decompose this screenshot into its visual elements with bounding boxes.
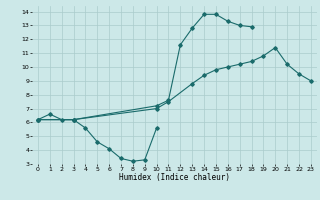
- X-axis label: Humidex (Indice chaleur): Humidex (Indice chaleur): [119, 173, 230, 182]
